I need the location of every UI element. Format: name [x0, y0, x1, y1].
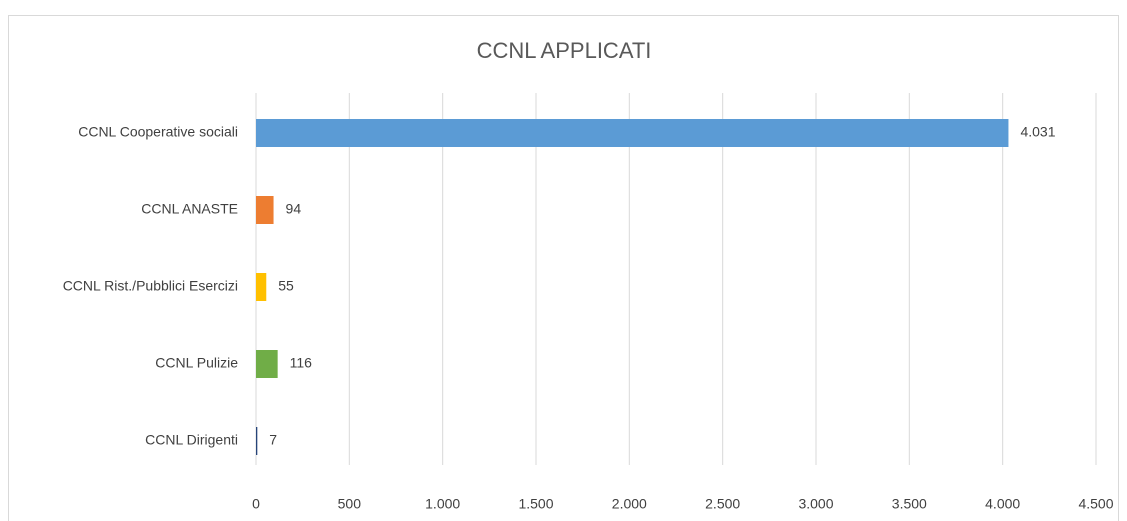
bar: [256, 273, 267, 301]
y-tick-label: CCNL ANASTE: [141, 201, 238, 217]
x-tick-label: 2.000: [612, 496, 647, 512]
y-tick-label: CCNL Rist./Pubblici Esercizi: [63, 278, 238, 294]
chart-title: CCNL APPLICATI: [477, 38, 652, 63]
x-tick-label: 3.500: [892, 496, 927, 512]
data-label: 55: [278, 278, 294, 294]
x-tick-label: 0: [252, 496, 260, 512]
x-tick-label: 2.500: [705, 496, 740, 512]
chart-frame: [8, 15, 1119, 521]
data-label: 4.031: [1020, 124, 1055, 140]
x-tick-label: 1.000: [425, 496, 460, 512]
bar: [256, 427, 258, 455]
x-tick-label: 1.500: [518, 496, 553, 512]
x-tick-label: 4.500: [1078, 496, 1113, 512]
bar: [256, 119, 1009, 147]
x-tick-label: 500: [338, 496, 362, 512]
data-label: 116: [290, 355, 313, 371]
x-tick-label: 4.000: [985, 496, 1020, 512]
data-label: 7: [269, 432, 277, 448]
y-tick-label: CCNL Dirigenti: [145, 432, 238, 448]
x-tick-label: 3.000: [798, 496, 833, 512]
data-label: 94: [286, 201, 302, 217]
y-tick-label: CCNL Cooperative sociali: [78, 124, 238, 140]
bar: [256, 350, 278, 378]
y-tick-label: CCNL Pulizie: [155, 355, 238, 371]
bar: [256, 196, 274, 224]
